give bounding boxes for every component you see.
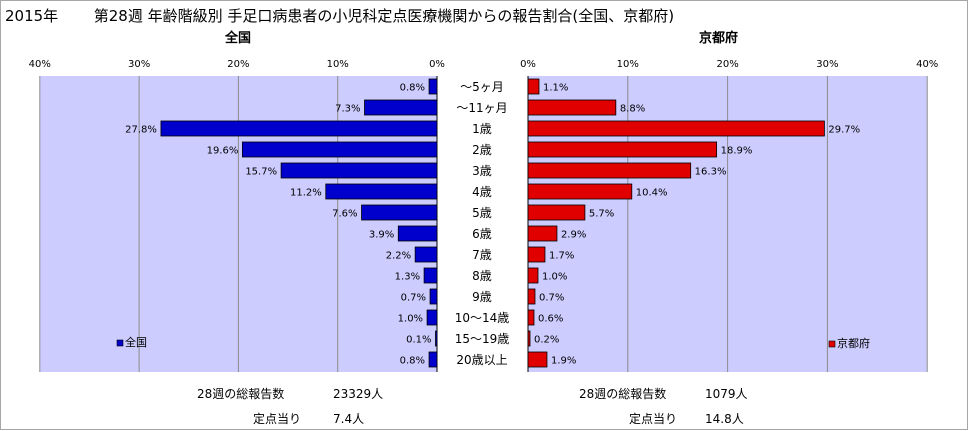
kyoto-bar bbox=[527, 120, 825, 137]
kyoto-data-label: 0.7% bbox=[539, 293, 564, 304]
kyoto-bar bbox=[527, 162, 692, 179]
kyoto-data-label: 1.1% bbox=[543, 83, 568, 94]
kyoto-data-label: 2.9% bbox=[561, 230, 586, 241]
category-label: 15〜19歳 bbox=[455, 332, 510, 346]
year-label: 2015年 bbox=[5, 7, 59, 25]
kyoto-bar bbox=[527, 99, 617, 116]
kyoto-data-label: 0.2% bbox=[534, 335, 559, 346]
national-bar bbox=[280, 162, 438, 179]
category-label: 5歳 bbox=[472, 206, 492, 220]
national-bar bbox=[361, 204, 438, 221]
national-data-label: 7.3% bbox=[335, 104, 360, 115]
kyoto-bar bbox=[527, 309, 535, 326]
category-label: 3歳 bbox=[472, 164, 492, 178]
kyoto-data-label: 1.0% bbox=[542, 272, 567, 283]
category-label: 6歳 bbox=[472, 227, 492, 241]
national-data-label: 0.7% bbox=[401, 293, 426, 304]
kyoto-bar bbox=[527, 246, 546, 263]
national-bar bbox=[428, 78, 438, 95]
kyoto-total-value: 1079人 bbox=[705, 387, 748, 401]
national-data-label: 15.7% bbox=[245, 167, 277, 178]
kyoto-bar bbox=[527, 351, 548, 368]
national-data-label: 7.6% bbox=[332, 209, 357, 220]
kyoto-data-label: 0.6% bbox=[538, 314, 563, 325]
kyoto-data-label: 5.7% bbox=[589, 209, 614, 220]
kyoto-tick-label: 0% bbox=[520, 59, 536, 70]
title-text: 第28週 年齢階級別 手足口病患者の小児科定点医療機関からの報告割合(全国、京都… bbox=[93, 7, 675, 25]
category-label: 2歳 bbox=[472, 143, 492, 157]
category-label: 20歳以上 bbox=[456, 353, 507, 367]
national-data-label: 11.2% bbox=[290, 188, 322, 199]
national-legend-label: 全国 bbox=[125, 335, 147, 349]
national-per-site-label: 定点当り bbox=[253, 412, 302, 426]
kyoto-bar bbox=[527, 183, 633, 200]
national-panel-title: 全国 bbox=[225, 31, 252, 46]
national-data-label: 1.0% bbox=[398, 314, 423, 325]
national-bar bbox=[426, 309, 438, 326]
kyoto-bar bbox=[527, 78, 540, 95]
kyoto-tick-label: 30% bbox=[816, 59, 838, 70]
kyoto-tick-label: 20% bbox=[716, 59, 738, 70]
kyoto-per-site-label: 定点当り bbox=[629, 412, 678, 426]
national-total-value: 23329人 bbox=[333, 387, 384, 401]
kyoto-tick-label: 10% bbox=[617, 59, 639, 70]
national-bar bbox=[160, 120, 438, 137]
national-bar bbox=[414, 246, 438, 263]
category-label: 10〜14歳 bbox=[455, 311, 510, 325]
kyoto-bar bbox=[527, 330, 531, 347]
national-bar bbox=[435, 330, 438, 347]
national-data-label: 1.3% bbox=[395, 272, 420, 283]
category-label: 〜11ヶ月 bbox=[456, 101, 507, 115]
kyoto-data-label: 8.8% bbox=[620, 104, 645, 115]
category-label: 8歳 bbox=[472, 269, 492, 283]
kyoto-data-label: 10.4% bbox=[636, 188, 668, 199]
kyoto-bar bbox=[527, 204, 586, 221]
kyoto-legend-swatch bbox=[828, 340, 836, 348]
national-bar bbox=[428, 351, 438, 368]
kyoto-panel-title: 京都府 bbox=[699, 31, 739, 46]
national-data-label: 3.9% bbox=[369, 230, 394, 241]
national-data-label: 2.2% bbox=[386, 251, 411, 262]
kyoto-bar bbox=[527, 288, 536, 305]
national-legend-swatch bbox=[116, 339, 124, 347]
national-bar bbox=[325, 183, 438, 200]
national-bar bbox=[397, 225, 438, 242]
category-label: 7歳 bbox=[472, 248, 492, 262]
national-data-label: 27.8% bbox=[125, 125, 157, 136]
national-tick-label: 20% bbox=[227, 59, 249, 70]
kyoto-data-label: 29.7% bbox=[828, 125, 860, 136]
kyoto-data-label: 18.9% bbox=[721, 146, 753, 157]
national-bar bbox=[423, 267, 438, 284]
kyoto-data-label: 1.7% bbox=[549, 251, 574, 262]
kyoto-per-site-value: 14.8人 bbox=[705, 412, 744, 426]
national-tick-label: 40% bbox=[29, 59, 51, 70]
kyoto-data-label: 16.3% bbox=[695, 167, 727, 178]
category-label: 4歳 bbox=[472, 185, 492, 199]
national-total-label: 28週の総報告数 bbox=[197, 387, 285, 401]
category-label: 〜5ヶ月 bbox=[460, 80, 504, 94]
kyoto-tick-label: 40% bbox=[916, 59, 938, 70]
kyoto-legend-label: 京都府 bbox=[837, 336, 870, 350]
kyoto-bar bbox=[527, 267, 539, 284]
national-data-label: 0.1% bbox=[406, 335, 431, 346]
national-bar bbox=[429, 288, 438, 305]
kyoto-bar bbox=[527, 141, 718, 158]
kyoto-bar bbox=[527, 225, 558, 242]
national-bar bbox=[364, 99, 438, 116]
national-tick-label: 0% bbox=[429, 59, 445, 70]
national-per-site-value: 7.4人 bbox=[333, 412, 365, 426]
national-data-label: 0.8% bbox=[400, 83, 425, 94]
national-data-label: 0.8% bbox=[400, 356, 425, 367]
chart-title: 2015年 第28週 年齢階級別 手足口病患者の小児科定点医療機関からの報告割合… bbox=[5, 5, 674, 26]
national-tick-label: 30% bbox=[128, 59, 150, 70]
kyoto-total-label: 28週の総報告数 bbox=[579, 387, 667, 401]
kyoto-data-label: 1.9% bbox=[551, 356, 576, 367]
category-label: 1歳 bbox=[472, 122, 492, 136]
category-label: 9歳 bbox=[472, 290, 492, 304]
national-bar bbox=[241, 141, 438, 158]
national-data-label: 19.6% bbox=[207, 146, 239, 157]
national-tick-label: 10% bbox=[327, 59, 349, 70]
